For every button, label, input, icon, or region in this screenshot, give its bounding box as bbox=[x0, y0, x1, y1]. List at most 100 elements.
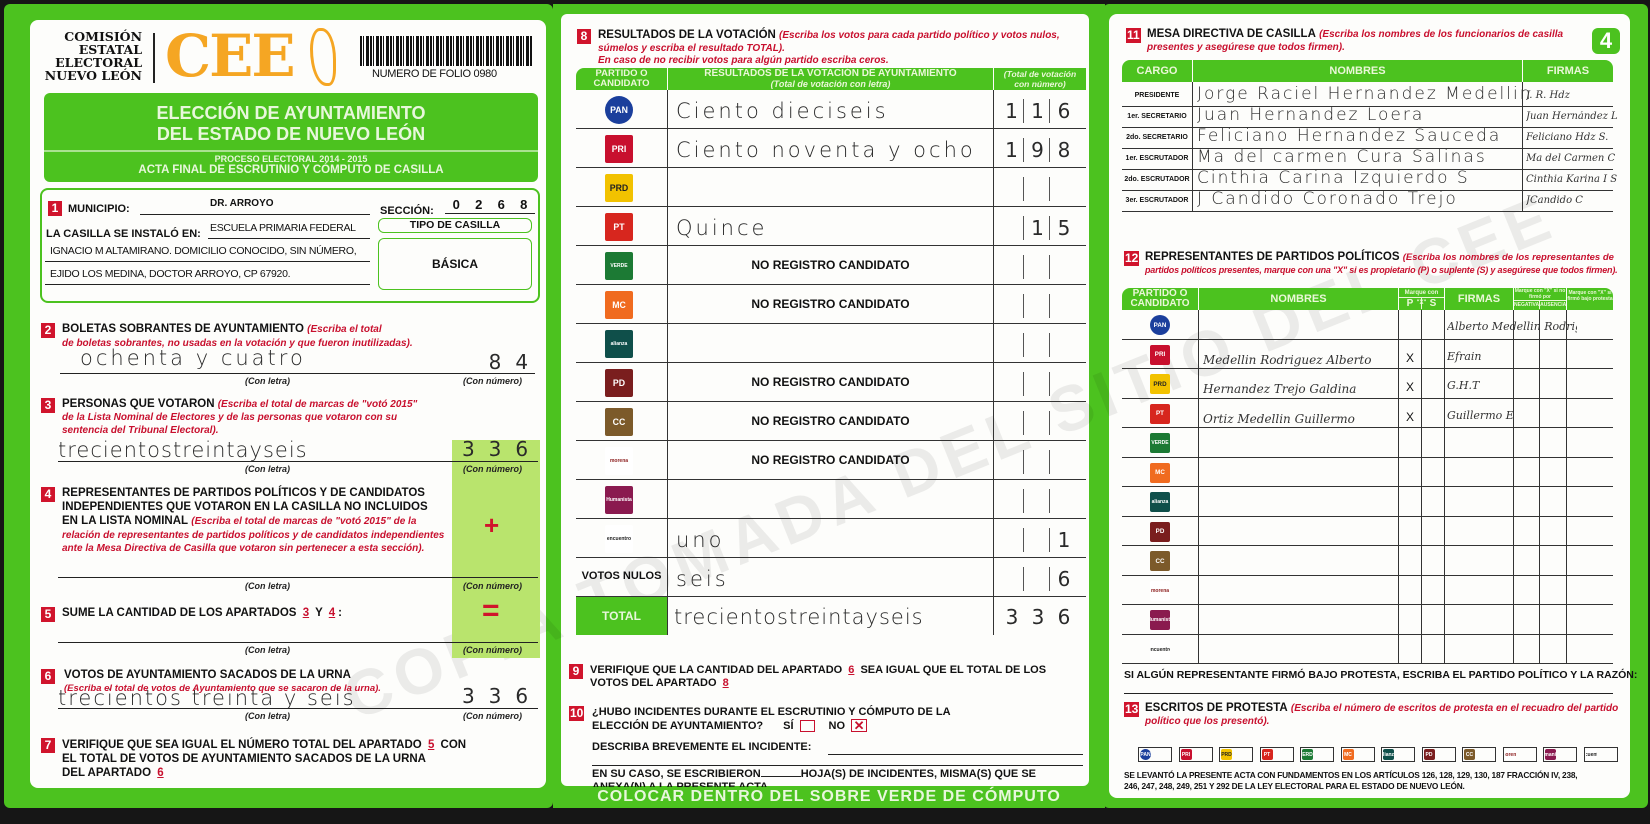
funcionario-firma[interactable]: J. R. Hdz bbox=[1526, 90, 1570, 101]
votos-digit[interactable] bbox=[1026, 177, 1050, 201]
protest-box[interactable] bbox=[1138, 747, 1172, 762]
rep-firma[interactable]: G.H.T bbox=[1447, 379, 1480, 392]
protest-box[interactable] bbox=[1421, 747, 1456, 762]
protest-box[interactable] bbox=[1543, 747, 1577, 762]
votos-digit[interactable]: 6 bbox=[1057, 99, 1071, 123]
votos-digit[interactable] bbox=[1026, 411, 1050, 435]
votos-digit[interactable] bbox=[1026, 333, 1050, 357]
funcionario-nombre[interactable]: Cinthia Carina Izquierdo S bbox=[1197, 168, 1470, 188]
votos-digit[interactable] bbox=[1052, 372, 1076, 396]
votos-digit[interactable] bbox=[1000, 489, 1024, 513]
funcionario-nombre[interactable]: J Candido Coronado Trejo bbox=[1197, 189, 1458, 209]
votos-digit[interactable] bbox=[1000, 216, 1024, 240]
votos-digit[interactable] bbox=[1052, 489, 1076, 513]
no-label: NO bbox=[828, 719, 846, 732]
protest-box[interactable] bbox=[1178, 747, 1213, 762]
section-note: de boletas sobrantes, no usadas en la vo… bbox=[62, 338, 413, 349]
votos-digit[interactable] bbox=[1052, 450, 1076, 474]
votos-digit[interactable] bbox=[1026, 450, 1050, 474]
protesta-reason-line[interactable] bbox=[1124, 693, 1613, 694]
section-badge: 3 bbox=[41, 398, 55, 413]
votos-digit[interactable] bbox=[1000, 450, 1024, 474]
funcionario-nombre[interactable]: Feliciano Hernandez Sauceda bbox=[1197, 126, 1502, 146]
votos-digit[interactable]: 1 bbox=[1000, 138, 1024, 162]
votos-digit[interactable]: 5 bbox=[1057, 216, 1071, 240]
votos-digit[interactable] bbox=[1026, 528, 1050, 552]
votos-digit[interactable] bbox=[1026, 255, 1050, 279]
votos-digit[interactable]: 6 bbox=[1057, 567, 1071, 591]
protest-box[interactable] bbox=[1219, 747, 1253, 762]
col-header-text: Marque con "X" bbox=[1399, 288, 1444, 306]
total-digit[interactable]: 3 bbox=[1005, 605, 1019, 629]
votos-digit[interactable]: 8 bbox=[1057, 138, 1071, 162]
funcionario-firma[interactable]: Cinthia Karina I S bbox=[1526, 174, 1618, 185]
funcionario-firma[interactable]: Feliciano Hdz S. bbox=[1526, 132, 1609, 143]
protest-box[interactable] bbox=[1502, 747, 1537, 762]
morena-logo-icon: morena bbox=[1150, 580, 1170, 601]
protest-box[interactable] bbox=[1259, 747, 1294, 762]
rep-propietario-mark[interactable]: X bbox=[1405, 350, 1414, 365]
rep-nombre[interactable]: Hernandez Trejo Galdina bbox=[1203, 382, 1357, 396]
votos-letra[interactable]: Quince bbox=[676, 216, 768, 240]
funcionario-firma[interactable]: JCandido C bbox=[1526, 195, 1583, 206]
votos-digit[interactable] bbox=[1026, 294, 1050, 318]
protest-box[interactable] bbox=[1462, 747, 1496, 762]
votos-digit[interactable] bbox=[1000, 333, 1024, 357]
votos-digit[interactable] bbox=[1000, 411, 1024, 435]
funcionario-firma[interactable]: Ma del Carmen C bbox=[1526, 153, 1616, 164]
funcionario-nombre[interactable]: Juan Hernandez Loera bbox=[1197, 105, 1425, 125]
funcionario-firma[interactable]: Juan Hernández L bbox=[1526, 111, 1618, 122]
total-digit[interactable]: 3 bbox=[1031, 605, 1045, 629]
protest-box[interactable] bbox=[1300, 747, 1334, 762]
votos-digit[interactable] bbox=[1052, 333, 1076, 357]
votos-digit[interactable] bbox=[1000, 567, 1024, 591]
protest-box[interactable] bbox=[1381, 747, 1415, 762]
rep-nombre[interactable]: Medellin Rodriguez Alberto bbox=[1203, 352, 1372, 367]
votos-digit[interactable] bbox=[1000, 177, 1024, 201]
votos-letra[interactable]: Ciento noventa y ocho bbox=[676, 138, 976, 162]
rep-nombre[interactable]: Ortiz Medellin Guillermo bbox=[1203, 411, 1355, 426]
votos-digit[interactable] bbox=[1026, 372, 1050, 396]
total-digit[interactable]: 6 bbox=[1057, 605, 1071, 629]
votos-letra[interactable]: uno bbox=[676, 528, 725, 552]
hojas-count-input[interactable] bbox=[760, 776, 801, 777]
votos-digit[interactable] bbox=[1000, 528, 1024, 552]
rep-firma[interactable]: Efrain bbox=[1447, 349, 1482, 363]
votos-digit[interactable] bbox=[1000, 372, 1024, 396]
apartado-ref: 3 bbox=[302, 607, 310, 619]
votos-letra[interactable]: Ciento dieciseis bbox=[676, 99, 889, 123]
votos-digit[interactable]: 1 bbox=[1000, 99, 1024, 123]
col-header-no-firmo: Marque con "X" si no firmó por NEGATIVA A… bbox=[1514, 288, 1566, 310]
votos-digit[interactable]: 9 bbox=[1026, 138, 1050, 162]
describa-input-line[interactable] bbox=[592, 765, 1083, 766]
funcionario-nombre[interactable]: Jorge Raciel Hernandez Medellin bbox=[1197, 84, 1533, 104]
votos-digit[interactable] bbox=[1026, 489, 1050, 513]
logo-divider bbox=[153, 33, 155, 83]
si-checkbox[interactable] bbox=[799, 719, 815, 732]
protest-box[interactable] bbox=[1583, 747, 1618, 762]
rep-propietario-mark[interactable]: X bbox=[1405, 409, 1414, 424]
total-letra[interactable]: trecientostreintayseis bbox=[674, 605, 924, 629]
rep-firma[interactable]: Alberto Medellin Rodriguez bbox=[1447, 320, 1577, 333]
votos-digit[interactable]: 1 bbox=[1026, 216, 1050, 240]
votos-digit[interactable] bbox=[1000, 294, 1024, 318]
describa-input-line[interactable] bbox=[828, 754, 1083, 755]
votos-letra[interactable]: seis bbox=[676, 567, 729, 591]
section-note: sentencia del Tribunal Electoral). bbox=[62, 425, 219, 436]
verde-logo-icon: VERDE bbox=[1150, 433, 1170, 453]
votos-digit[interactable] bbox=[1052, 411, 1076, 435]
votos-digit[interactable]: 1 bbox=[1057, 528, 1071, 552]
votos-digit[interactable] bbox=[1052, 177, 1076, 201]
votos-digit[interactable] bbox=[1026, 567, 1050, 591]
no-checkbox-checked[interactable]: ✕ bbox=[851, 719, 868, 732]
votos-digit[interactable] bbox=[1052, 255, 1076, 279]
rep-propietario-mark[interactable]: X bbox=[1405, 380, 1414, 394]
votos-digit[interactable] bbox=[1052, 294, 1076, 318]
votos-digit[interactable]: 1 bbox=[1026, 99, 1050, 123]
funcionario-nombre[interactable]: Ma del carmen Cura Salinas bbox=[1197, 147, 1487, 167]
protest-box[interactable] bbox=[1340, 747, 1375, 762]
humanista-logo-icon: Humanista bbox=[605, 486, 633, 514]
column-divider bbox=[1444, 310, 1445, 664]
votos-digit[interactable] bbox=[1000, 255, 1024, 279]
rep-firma[interactable]: Guillermo E bbox=[1447, 408, 1514, 422]
